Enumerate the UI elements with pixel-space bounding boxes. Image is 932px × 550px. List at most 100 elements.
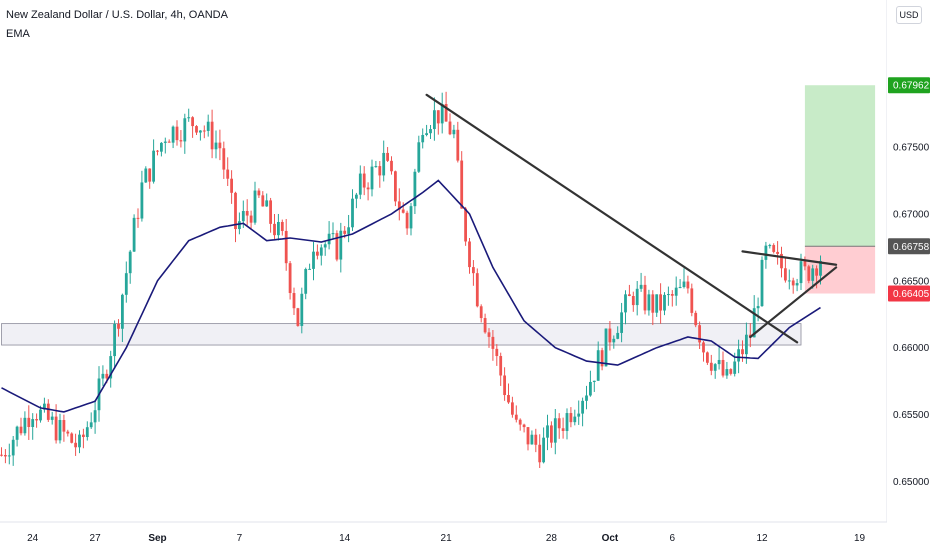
indicator-label[interactable]: EMA <box>6 28 30 40</box>
currency-button[interactable]: USD <box>896 6 922 24</box>
candle-up <box>304 269 308 294</box>
candle-down <box>698 325 701 343</box>
zone-layer <box>1 85 876 346</box>
candle-up <box>93 410 97 423</box>
candle-down <box>694 312 698 326</box>
candle-down <box>600 350 604 367</box>
candle-up <box>553 418 557 443</box>
candle-down <box>257 190 261 196</box>
triangle-upper-line[interactable] <box>741 250 838 266</box>
candle-up <box>752 308 756 338</box>
x-tick-label: 21 <box>441 533 453 544</box>
entry-price-badge: 0.66758 <box>893 242 930 253</box>
support-zone <box>1 323 802 346</box>
candle-down <box>522 424 526 428</box>
candle-up <box>85 427 89 438</box>
candle-up <box>421 134 425 143</box>
candle-up <box>23 417 27 434</box>
candle-up <box>717 359 721 365</box>
candle-down <box>136 217 140 219</box>
time-scale-bg <box>0 523 932 550</box>
candle-up <box>811 268 815 281</box>
downtrend-line[interactable] <box>425 93 799 344</box>
candle-up <box>206 121 210 131</box>
candle-up <box>370 166 374 190</box>
candle-up <box>351 198 354 228</box>
candle-down <box>464 208 467 242</box>
drawing-layer[interactable] <box>425 93 838 344</box>
candle-up <box>327 233 331 245</box>
candle-down <box>179 140 183 142</box>
candle-down <box>803 261 807 267</box>
candle-down <box>390 160 393 172</box>
candle-up <box>31 419 35 428</box>
candle-up <box>121 294 124 329</box>
candle-down <box>195 126 198 133</box>
x-tick-label: Oct <box>602 533 619 544</box>
candle-down <box>362 173 366 188</box>
candle-up <box>39 409 42 421</box>
candle-up <box>128 251 132 274</box>
candle-down <box>487 332 491 337</box>
candle-down <box>468 241 471 268</box>
candle-up <box>140 182 144 219</box>
candle-up <box>238 221 241 230</box>
candle-up <box>678 287 682 289</box>
entry-price-badge-bg <box>888 238 930 255</box>
ema-line <box>1 179 821 413</box>
candle-down <box>175 126 179 141</box>
candle-down <box>608 328 612 343</box>
candle-up <box>745 334 748 355</box>
candle-up <box>171 126 175 143</box>
candle-down <box>444 104 448 122</box>
x-tick-label: 7 <box>237 533 243 544</box>
candle-down <box>472 267 475 274</box>
x-tick-label: 14 <box>339 533 351 544</box>
candle-up <box>319 247 323 256</box>
candle-up <box>417 142 421 172</box>
x-tick-label: 19 <box>854 533 866 544</box>
candle-down <box>651 294 655 313</box>
candle-down <box>191 117 194 127</box>
candle-up <box>530 434 534 445</box>
candle-up <box>43 403 46 410</box>
stop-price-badge: 0.66405 <box>893 289 930 300</box>
candle-up <box>132 217 136 252</box>
candle-up <box>756 306 760 309</box>
candle-up <box>592 380 596 382</box>
candle-up <box>655 294 659 313</box>
candle-down <box>550 425 553 443</box>
candle-up <box>382 152 386 176</box>
target-zone <box>804 85 876 247</box>
candle-up <box>542 437 545 463</box>
candle-up <box>795 283 799 286</box>
candle-down <box>460 160 464 209</box>
candle-up <box>101 373 105 379</box>
stop-price-badge-bg <box>888 285 930 302</box>
candle-down <box>4 455 7 457</box>
candle-down <box>475 273 479 307</box>
candle-down <box>729 369 733 374</box>
candle-down <box>202 130 206 132</box>
candle-down <box>0 454 3 456</box>
candle-down <box>534 434 538 445</box>
y-tick-label: 0.67500 <box>893 143 930 154</box>
candle-down <box>269 200 272 224</box>
candle-down <box>518 419 522 425</box>
x-tick-label: 27 <box>90 533 102 544</box>
candle-down <box>156 150 159 152</box>
candle-down <box>245 211 249 216</box>
time-scale[interactable]: 24 27 Sep 7 14 21 28 Oct 6 12 19 <box>0 523 932 550</box>
triangle-lower-line[interactable] <box>749 266 838 339</box>
candle-down <box>82 434 85 438</box>
candle-up <box>760 259 764 307</box>
candle-up <box>152 150 155 182</box>
candle-down <box>741 349 744 355</box>
symbol-title[interactable]: New Zealand Dollar / U.S. Dollar, 4h, OA… <box>6 9 228 21</box>
candle-down <box>456 129 460 161</box>
candle-up <box>589 381 592 396</box>
candle-up <box>581 400 584 414</box>
target-price-badge: 0.67962 <box>893 81 930 92</box>
